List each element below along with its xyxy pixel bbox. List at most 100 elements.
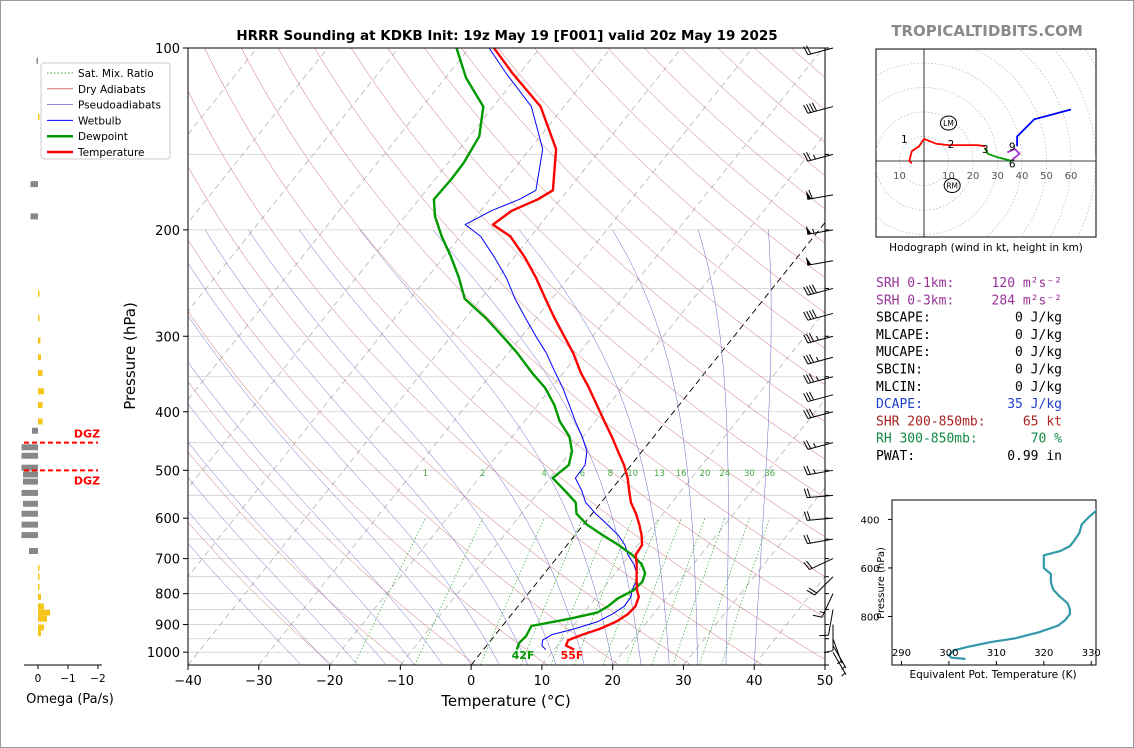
temperature-profile-line: [491, 48, 644, 651]
wind-barbs: [803, 45, 847, 677]
wind-barb: [803, 151, 834, 162]
dry-adiabat: [461, 48, 825, 386]
barb-staff: [809, 558, 834, 571]
index-value: 70 %: [1031, 432, 1062, 447]
hodograph-0-3km-line: [908, 137, 986, 165]
omega-bar: [38, 113, 40, 120]
wind-barb: [806, 576, 834, 596]
barb-staff: [807, 517, 834, 521]
omega-bar: [21, 489, 38, 496]
hodograph-3-6km-line: [984, 148, 1013, 162]
y-tick-label: 300: [155, 330, 180, 345]
barb-flag: [808, 408, 815, 418]
omega-xlabel: Omega (Pa/s): [26, 692, 114, 707]
barb-flag: [806, 392, 812, 402]
hodograph-ring-label: 20: [967, 171, 980, 182]
surface-dewpoint-label: 42F: [512, 649, 535, 662]
surface-temp-label: 55F: [561, 649, 584, 662]
dry-adiabat: [188, 239, 620, 665]
wind-barb: [805, 225, 834, 235]
legend-label: Sat. Mix. Ratio: [78, 68, 154, 80]
barb-flag: [811, 309, 818, 319]
mixing-ratio-line: [721, 518, 771, 665]
wind-barb: [803, 333, 834, 344]
barb-half-flag: [815, 356, 819, 362]
skewt-profiles: [432, 48, 647, 651]
barb-staff: [814, 576, 834, 596]
barb-staff: [807, 260, 834, 266]
barb-flag: [803, 561, 810, 570]
dgz-label: DGZ: [74, 428, 100, 441]
mixing-ratio-label: 20: [700, 469, 711, 479]
barb-flag: [803, 410, 809, 419]
pseudoadiabat: [188, 315, 472, 665]
barb-staff: [807, 411, 834, 419]
barb-flag: [808, 189, 813, 199]
barb-flag: [803, 466, 808, 476]
barb-staff: [807, 376, 834, 384]
wind-barb: [805, 189, 834, 200]
omega-bar: [38, 593, 41, 600]
barb-flag: [803, 311, 809, 321]
dry-adiabat: [534, 48, 825, 314]
index-label: SRH 0-3km:: [876, 293, 954, 308]
dry-adiabat: [188, 166, 692, 665]
legend-label: Pseudoadiabats: [78, 100, 161, 112]
theta-e-trace: [947, 509, 1096, 660]
skewt-xlabel: Temperature (°C): [440, 692, 570, 710]
watermark: TROPICALTIDBITS.COM: [891, 22, 1083, 40]
wind-barb: [803, 534, 834, 545]
x-tick-label: 50: [817, 674, 834, 689]
barb-flag: [806, 285, 812, 295]
dry-adiabat: [240, 48, 825, 618]
dry-adiabat: [350, 48, 825, 498]
index-label: SBCIN:: [876, 363, 923, 378]
mixing-ratio-label: 36: [764, 469, 775, 479]
index-value: 120 m²s⁻²: [992, 276, 1062, 291]
barb-flag: [806, 511, 811, 521]
omega-bar: [21, 452, 38, 459]
x-tick-label: −20: [316, 674, 343, 689]
isotherm-line: [188, 48, 541, 489]
omega-bar: [30, 213, 38, 220]
storm-motion-marker: [943, 178, 961, 193]
mixing-ratio-label: 24: [719, 469, 730, 479]
pseudoadiabat: [359, 229, 613, 665]
wind-barb: [803, 102, 834, 114]
mixing-ratio-line: [672, 518, 726, 665]
mixing-ratio-label: 30: [744, 469, 755, 479]
isotherm-line: [0, 48, 45, 665]
y-tick-label: 800: [155, 588, 180, 603]
barb-staff: [807, 287, 834, 296]
index-label: MLCAPE:: [876, 328, 931, 343]
omega-bar: [38, 315, 40, 322]
barb-half-flag: [819, 611, 825, 614]
wind-barb: [803, 440, 834, 450]
omega-bar: [36, 57, 38, 64]
barb-flag: [803, 375, 809, 384]
isotherm-line: [188, 48, 612, 578]
omega-bar: [21, 510, 38, 517]
hodograph-height-label: 2: [948, 139, 955, 151]
barb-flag: [803, 355, 809, 365]
barb-staff: [827, 609, 834, 636]
hodograph-9km+-line: [1016, 108, 1072, 147]
storm-motion-marker: [940, 115, 957, 131]
theta-e-axes: 290 300 310 320 330 400 600 800: [860, 515, 1101, 665]
isotherm-line: [400, 133, 825, 665]
barb-flag: [806, 45, 812, 55]
hodograph-height-label: 3: [982, 144, 989, 156]
omega-bar: [38, 624, 44, 631]
hodograph-height-label: 9: [1009, 141, 1016, 153]
barb-flag: [806, 488, 811, 498]
skewt-ylabel: Pressure (hPa): [121, 302, 139, 410]
barb-flag: [806, 310, 812, 320]
barb-flag: [806, 465, 811, 475]
index-label: PWAT:: [876, 449, 915, 464]
y-tick-label: 1000: [147, 646, 180, 661]
y-tick-label: 200: [155, 224, 180, 239]
mixing-ratio-line: [626, 518, 682, 665]
index-label: SHR 200-850mb:: [876, 414, 986, 429]
indices-table: SRH 0-1km: 120 m²s⁻² SRH 0-3km: 284 m²s⁻² SB…: [876, 276, 1062, 464]
index-label: RH 300-850mb:: [876, 432, 978, 447]
